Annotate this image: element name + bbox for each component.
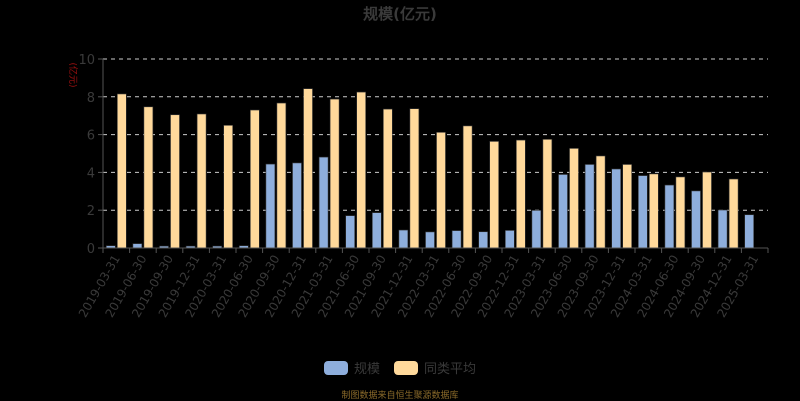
y-tick-label: 8: [87, 91, 95, 106]
legend-swatch-scale: [323, 360, 348, 375]
bar-average[interactable]: [143, 106, 154, 249]
legend-item-scale[interactable]: 规模: [323, 358, 380, 377]
bar-average[interactable]: [329, 98, 340, 249]
bar-average[interactable]: [462, 125, 473, 249]
bar-scale[interactable]: [637, 175, 648, 249]
legend-label-average: 同类平均: [424, 362, 477, 377]
bar-average[interactable]: [409, 108, 420, 249]
bar-average[interactable]: [223, 125, 233, 249]
bar-scale[interactable]: [132, 243, 143, 249]
bar-scale[interactable]: [664, 184, 675, 249]
bar-average[interactable]: [542, 139, 553, 249]
bar-average[interactable]: [702, 171, 712, 249]
bar-average[interactable]: [728, 178, 739, 249]
bar-scale[interactable]: [744, 214, 755, 249]
bar-average[interactable]: [648, 173, 659, 249]
bar-average[interactable]: [569, 148, 579, 249]
bar-scale[interactable]: [504, 230, 515, 249]
bar-average[interactable]: [250, 109, 260, 249]
y-tick-label: 2: [87, 204, 95, 219]
y-axis-unit-label: (亿元): [67, 62, 79, 87]
bar-scale[interactable]: [531, 210, 542, 249]
legend-item-average[interactable]: 同类平均: [394, 358, 476, 377]
bar-scale[interactable]: [451, 230, 462, 249]
bar-average[interactable]: [436, 132, 446, 249]
source-note: 制图数据来自恒生聚源数据库: [341, 391, 459, 401]
bar-average[interactable]: [276, 102, 287, 249]
bar-average[interactable]: [595, 155, 606, 249]
bar-scale[interactable]: [345, 215, 356, 249]
bar-scale[interactable]: [691, 190, 701, 249]
bar-scale[interactable]: [292, 162, 302, 249]
y-tick-label: 0: [87, 242, 95, 257]
y-tick-label: 6: [87, 129, 95, 144]
bar-scale[interactable]: [558, 174, 568, 249]
chart-title: 规模(亿元): [363, 5, 437, 23]
bar-average[interactable]: [675, 176, 686, 249]
legend-swatch-average: [394, 360, 418, 375]
bar-average[interactable]: [515, 139, 526, 249]
bars: [106, 88, 755, 249]
legend: 规模 同类平均: [0, 358, 800, 377]
bar-average[interactable]: [356, 91, 367, 249]
bar-average[interactable]: [196, 113, 207, 249]
bar-scale[interactable]: [611, 168, 622, 249]
bar-average[interactable]: [489, 141, 500, 249]
bar-scale[interactable]: [265, 163, 276, 249]
bar-scale[interactable]: [584, 164, 595, 249]
bar-average[interactable]: [382, 108, 393, 249]
bar-average[interactable]: [170, 114, 180, 249]
legend-label-scale: 规模: [353, 362, 380, 377]
bar-scale[interactable]: [478, 231, 489, 249]
bar-scale[interactable]: [371, 212, 382, 249]
y-tick-label: 10: [78, 53, 95, 68]
bar-average[interactable]: [622, 164, 633, 249]
bar-scale[interactable]: [425, 231, 435, 249]
y-tick-label: 4: [87, 166, 95, 181]
bar-average[interactable]: [117, 93, 127, 249]
bar-scale[interactable]: [398, 229, 409, 249]
bar-scale[interactable]: [717, 209, 728, 249]
bar-average[interactable]: [303, 88, 313, 249]
bar-scale[interactable]: [318, 156, 329, 249]
